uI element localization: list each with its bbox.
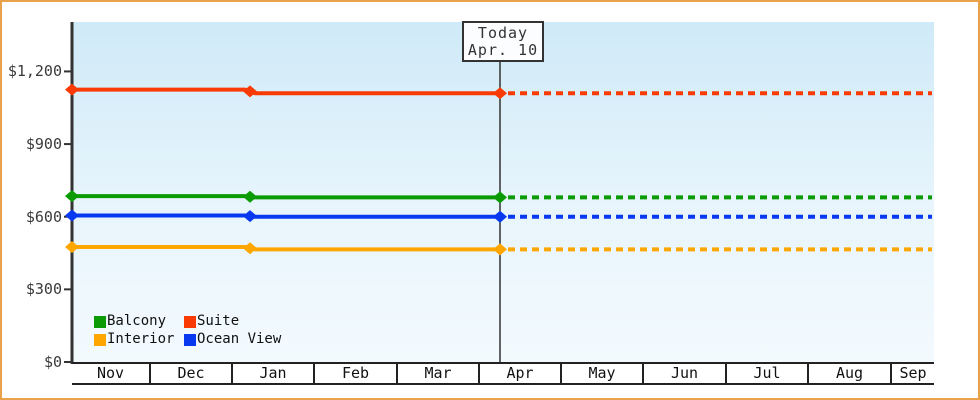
month-label-feb: Feb bbox=[313, 364, 396, 383]
chart-legend: Balcony Suite Interior Ocean View bbox=[94, 313, 282, 347]
month-label-aug: Aug bbox=[807, 364, 890, 383]
data-point-marker bbox=[243, 85, 257, 98]
legend-swatch bbox=[184, 315, 196, 328]
series-line-interior bbox=[72, 244, 500, 252]
y-axis-tick-label: $600 bbox=[25, 207, 62, 226]
data-point-marker bbox=[65, 209, 79, 222]
data-point-marker bbox=[243, 190, 257, 203]
legend-swatch bbox=[94, 333, 106, 346]
month-label-jan: Jan bbox=[231, 364, 313, 383]
data-point-marker bbox=[493, 210, 507, 223]
month-label-apr: Apr bbox=[478, 364, 560, 383]
legend-item-ocean-view: Ocean View bbox=[184, 331, 282, 347]
plot-area bbox=[72, 22, 934, 362]
month-label-mar: Mar bbox=[396, 364, 478, 383]
data-point-marker bbox=[243, 242, 257, 255]
month-label-may: May bbox=[560, 364, 642, 383]
data-point-marker bbox=[65, 83, 79, 96]
today-annotation-date: Apr. 10 bbox=[467, 41, 539, 59]
data-point-marker bbox=[65, 190, 79, 203]
y-axis-tick-label: $300 bbox=[25, 280, 62, 299]
today-annotation: Today Apr. 10 bbox=[462, 21, 544, 62]
month-label-dec: Dec bbox=[149, 364, 231, 383]
month-label-sep: Sep bbox=[890, 364, 934, 383]
series-line-balcony bbox=[72, 194, 500, 200]
y-axis-tick-label: $0 bbox=[43, 353, 62, 371]
month-label-jul: Jul bbox=[725, 364, 807, 383]
legend-label: Balcony bbox=[107, 313, 167, 329]
data-point-marker bbox=[493, 191, 507, 204]
legend-label: Suite bbox=[197, 313, 240, 329]
y-axis-tick-label: $1,200 bbox=[7, 62, 62, 81]
legend-swatch bbox=[184, 333, 196, 346]
data-point-marker bbox=[65, 240, 79, 253]
data-point-marker bbox=[493, 243, 507, 256]
y-axis-tick-label: $900 bbox=[25, 135, 62, 154]
legend-item-interior: Interior bbox=[94, 331, 184, 347]
legend-label: Interior bbox=[107, 331, 175, 347]
data-point-marker bbox=[493, 87, 507, 100]
legend-swatch bbox=[94, 315, 106, 328]
series-line-ocean-view bbox=[72, 213, 500, 219]
month-label-jun: Jun bbox=[642, 364, 725, 383]
legend-label: Ocean View bbox=[197, 331, 282, 347]
data-point-marker bbox=[243, 210, 257, 223]
series-line-suite bbox=[72, 87, 500, 96]
legend-item-balcony: Balcony bbox=[94, 313, 184, 329]
today-annotation-title: Today bbox=[477, 24, 529, 42]
x-axis-month-band: Nov Dec Jan Feb Mar Apr May Jun Jul Aug Sep bbox=[72, 362, 934, 385]
legend-item-suite: Suite bbox=[184, 313, 281, 329]
month-label-nov: Nov bbox=[96, 364, 125, 382]
